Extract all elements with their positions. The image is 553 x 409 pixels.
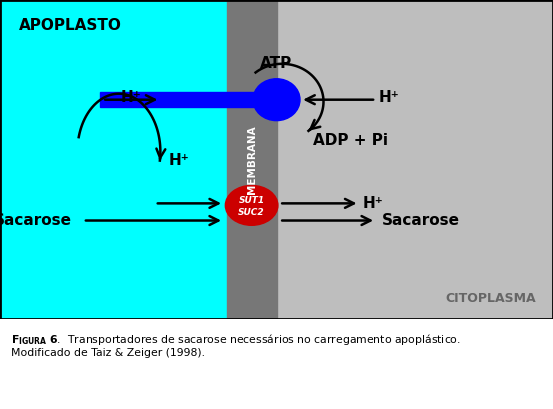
Text: ADP + Pi: ADP + Pi — [313, 133, 388, 148]
Bar — [276, 0, 553, 319]
Text: ATP: ATP — [260, 56, 293, 70]
Ellipse shape — [253, 79, 300, 121]
Text: MEMBRANA: MEMBRANA — [247, 125, 257, 194]
Text: H⁺: H⁺ — [379, 90, 400, 105]
Text: Sacarose: Sacarose — [382, 213, 460, 228]
Bar — [0, 0, 227, 319]
Text: H⁺: H⁺ — [168, 153, 189, 168]
Text: APOPLASTO: APOPLASTO — [19, 18, 122, 33]
Text: $\mathbf{F}_{\mathbf{IGURA}}$ $\mathbf{6}$.  Transportadores de sacarose necessá: $\mathbf{F}_{\mathbf{IGURA}}$ $\mathbf{6… — [11, 332, 461, 358]
Bar — [100, 92, 254, 107]
Bar — [227, 0, 276, 319]
Text: Sacarose: Sacarose — [0, 213, 72, 228]
Ellipse shape — [226, 185, 278, 225]
Text: CITOPLASMA: CITOPLASMA — [446, 292, 536, 305]
Text: SUT1: SUT1 — [238, 196, 265, 205]
Text: SUC2: SUC2 — [238, 208, 265, 217]
Text: H⁺: H⁺ — [362, 196, 383, 211]
Text: H⁺: H⁺ — [120, 90, 141, 105]
